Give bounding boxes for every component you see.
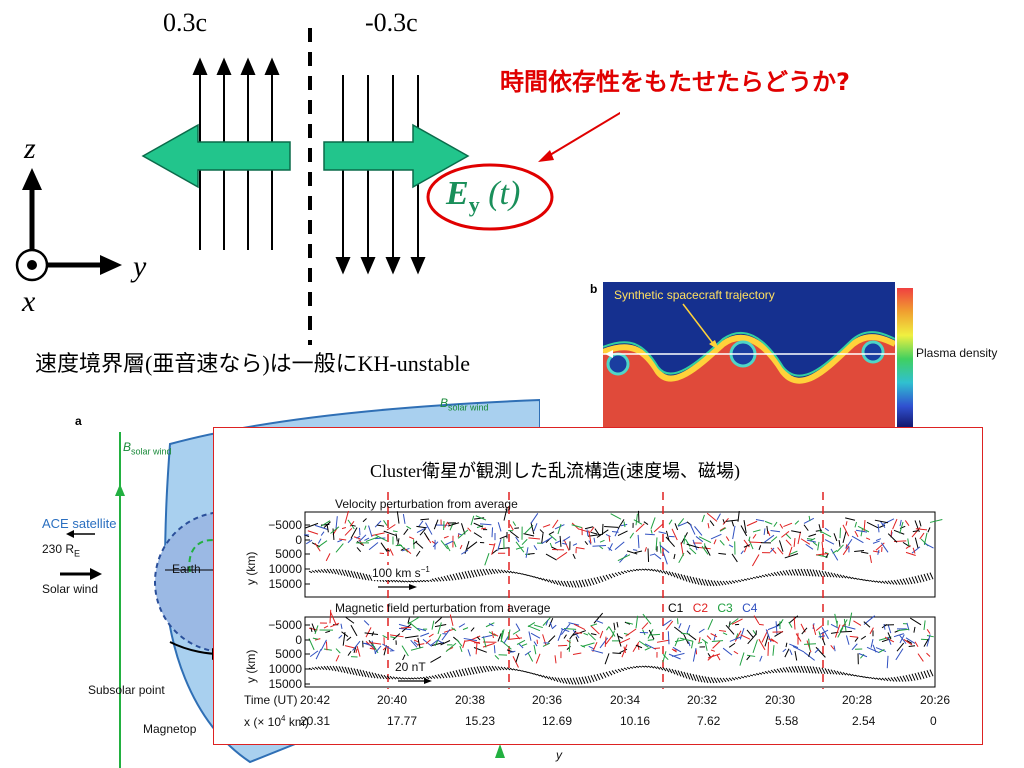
cluster-timeseries-plot xyxy=(304,492,943,689)
time-tick-label: 20:28 xyxy=(842,693,873,707)
x-axis-label: x (× 104 km) xyxy=(244,714,309,729)
left-velocity-label: 0.3c xyxy=(163,8,208,37)
time-tick-label: 20:40 xyxy=(377,693,408,707)
magnetic-scale-label: 20 nT xyxy=(395,660,426,674)
time-tick-label: 20:32 xyxy=(687,693,718,707)
colorbar xyxy=(897,288,913,430)
time-tick-label: 20:34 xyxy=(610,693,641,707)
magnetic-plot-title: Magnetic field perturbation from average xyxy=(335,601,551,615)
vel-ytick: 0 xyxy=(295,533,302,547)
mag-ytick: 0 xyxy=(295,633,302,647)
x-tick-label: 2.54 xyxy=(852,714,876,728)
y-axis-label: y xyxy=(133,250,147,283)
mag-ytick: −5000 xyxy=(268,618,302,632)
shear-flow-schematic xyxy=(15,28,620,345)
vel-y-axis-label: y (km) xyxy=(244,551,258,585)
cluster-inset-title: Cluster衛星が観測した乱流構造(速度場、磁場) xyxy=(370,461,740,481)
time-tick-label: 20:26 xyxy=(920,693,951,707)
spacecraft-legend: C1 C2 C3 C4 xyxy=(668,601,757,615)
time-tick-row: 20:42 20:40 20:38 20:36 20:34 20:32 20:30 20:28… xyxy=(300,693,970,709)
magnetopause-label: Magnetop xyxy=(143,722,197,736)
ace-satellite-label: ACE satellite xyxy=(42,516,117,531)
event-markers xyxy=(387,492,824,689)
x-tick-label: 10.16 xyxy=(620,714,651,728)
electric-field-label: Ey (t) xyxy=(446,175,521,217)
legend-c1: C1 xyxy=(668,601,684,615)
mag-ytick: 15000 xyxy=(268,677,302,691)
mag-ytick: 10000 xyxy=(268,662,302,676)
x-tick-label: 5.58 xyxy=(775,714,799,728)
question-heading: 時間依存性をもたせたらどうか? xyxy=(500,68,850,96)
panel-a-y-axis-label: y xyxy=(556,748,562,762)
vel-ytick: 15000 xyxy=(268,577,302,591)
field-highlight-ellipse xyxy=(426,163,554,231)
x-tick-label: 7.62 xyxy=(697,714,721,728)
vel-ytick: 10000 xyxy=(268,562,302,576)
right-flow-arrow xyxy=(323,123,470,189)
magnetic-vectors xyxy=(308,609,934,685)
x-tick-label: 20.31 xyxy=(300,714,331,728)
x-tick-row: 20.31 17.77 15.23 12.69 10.16 7.62 5.58 2.54 0 xyxy=(300,714,970,730)
vel-ytick: 5000 xyxy=(275,547,302,561)
pointer-line xyxy=(544,111,620,159)
b-solar-wind-label-left: Bsolar wind xyxy=(123,440,172,457)
legend-c3: C3 xyxy=(717,601,733,615)
mag-y-axis-label: y (km) xyxy=(244,649,258,683)
kh-caption: 速度境界層(亜音速なら)は一般にKH-unstable xyxy=(35,351,471,376)
panel-b-letter: b xyxy=(590,282,598,296)
cluster-inset-panel xyxy=(213,427,983,745)
time-tick-label: 20:30 xyxy=(765,693,796,707)
earth-label: Earth xyxy=(172,562,201,576)
z-axis-label: z xyxy=(24,132,36,165)
time-tick-label: 20:42 xyxy=(300,693,331,707)
legend-c2: C2 xyxy=(692,601,709,615)
mag-ytick: 5000 xyxy=(275,647,302,661)
kh-simulation-image xyxy=(603,282,895,432)
time-tick-label: 20:38 xyxy=(455,693,486,707)
time-tick-label: 20:36 xyxy=(532,693,563,707)
velocity-plot-title: Velocity perturbation from average xyxy=(335,497,518,511)
subsolar-point-label: Subsolar point xyxy=(88,683,165,697)
legend-c4: C4 xyxy=(742,601,758,615)
velocity-scale-label: 100 km s−1 xyxy=(372,565,430,580)
time-axis-label: Time (UT) xyxy=(244,693,298,707)
x-axis-label: x xyxy=(22,285,36,318)
left-flow-arrow xyxy=(141,123,291,189)
x-tick-label: 0 xyxy=(930,714,937,728)
panel-a-letter: a xyxy=(75,414,82,428)
b-solar-wind-label-top: Bsolar wind xyxy=(440,396,489,413)
right-velocity-label: -0.3c xyxy=(365,8,418,37)
colorbar-label: Plasma density xyxy=(916,346,998,360)
x-tick-label: 15.23 xyxy=(465,714,496,728)
trajectory-label: Synthetic spacecraft trajectory xyxy=(614,288,775,302)
distance-label: 230 RE xyxy=(42,542,81,559)
x-tick-label: 12.69 xyxy=(542,714,573,728)
velocity-vectors xyxy=(304,506,943,588)
right-field-lines xyxy=(335,75,426,275)
x-tick-label: 17.77 xyxy=(387,714,418,728)
solar-wind-label: Solar wind xyxy=(42,582,99,596)
vel-ytick: −5000 xyxy=(268,518,302,532)
